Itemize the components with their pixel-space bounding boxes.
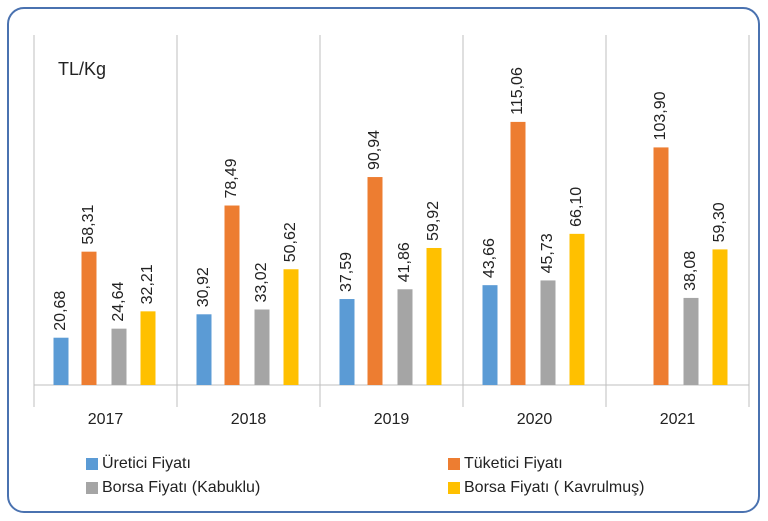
x-tick-label: 2017 bbox=[88, 411, 124, 428]
value-label: 38,08 bbox=[682, 251, 699, 291]
value-label: 20,68 bbox=[52, 291, 69, 331]
x-tick-label: 2019 bbox=[374, 411, 410, 428]
value-label: 37,59 bbox=[338, 252, 355, 292]
chart-frame bbox=[7, 7, 760, 513]
value-label: 45,73 bbox=[539, 233, 556, 273]
value-label: 30,92 bbox=[195, 267, 212, 307]
value-label: 59,30 bbox=[711, 202, 728, 242]
bar bbox=[683, 297, 699, 385]
unit-annotation: TL/Kg bbox=[58, 59, 106, 79]
value-label: 115,06 bbox=[509, 67, 526, 115]
value-label: 32,21 bbox=[139, 264, 156, 304]
bar bbox=[254, 309, 270, 385]
bar bbox=[426, 247, 442, 385]
bar bbox=[540, 280, 556, 385]
bar bbox=[367, 177, 383, 385]
value-label: 24,64 bbox=[110, 282, 127, 322]
bar bbox=[482, 285, 498, 385]
value-label: 50,62 bbox=[282, 222, 299, 262]
bar bbox=[283, 269, 299, 385]
value-label: 58,31 bbox=[80, 205, 97, 245]
bar bbox=[510, 121, 526, 386]
bar bbox=[224, 205, 240, 385]
bar bbox=[339, 299, 355, 385]
value-label: 59,92 bbox=[425, 201, 442, 241]
value-label: 33,02 bbox=[253, 262, 270, 302]
value-label: 41,86 bbox=[396, 242, 413, 282]
bar bbox=[81, 251, 97, 385]
legend-swatch bbox=[86, 482, 98, 494]
legend-label: Borsa Fiyatı ( Kavrulmuş) bbox=[464, 479, 644, 496]
x-tick-label: 2020 bbox=[517, 411, 553, 428]
bar bbox=[397, 289, 413, 385]
bar bbox=[653, 147, 669, 385]
bar bbox=[53, 337, 69, 385]
x-tick-label: 2021 bbox=[660, 411, 696, 428]
value-label: 90,94 bbox=[366, 130, 383, 170]
value-label: 43,66 bbox=[481, 238, 498, 278]
bar bbox=[111, 328, 127, 385]
x-tick-label: 2018 bbox=[231, 411, 267, 428]
legend-label: Borsa Fiyatı (Kabuklu) bbox=[102, 479, 260, 496]
legend-swatch bbox=[86, 458, 98, 470]
legend-label: Üretici Fiyatı bbox=[102, 454, 191, 472]
legend-label: Tüketici Fiyatı bbox=[464, 455, 563, 472]
legend-swatch bbox=[448, 482, 460, 494]
bar bbox=[196, 314, 212, 385]
value-label: 66,10 bbox=[568, 187, 585, 227]
value-label: 103,90 bbox=[652, 91, 669, 140]
value-label: 78,49 bbox=[223, 158, 240, 198]
bar bbox=[569, 233, 585, 385]
bar bbox=[712, 249, 728, 385]
legend-swatch bbox=[448, 458, 460, 470]
bar bbox=[140, 311, 156, 385]
